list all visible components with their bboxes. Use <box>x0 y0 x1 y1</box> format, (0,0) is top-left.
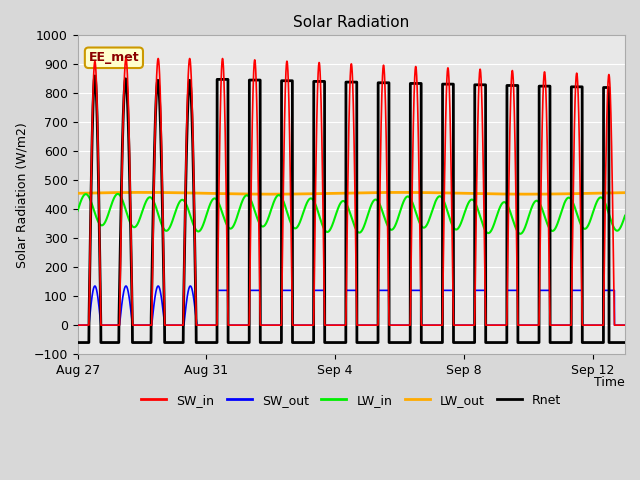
X-axis label: Time: Time <box>595 376 625 389</box>
Legend: SW_in, SW_out, LW_in, LW_out, Rnet: SW_in, SW_out, LW_in, LW_out, Rnet <box>136 389 566 412</box>
Text: EE_met: EE_met <box>88 51 140 64</box>
Title: Solar Radiation: Solar Radiation <box>293 15 410 30</box>
Y-axis label: Solar Radiation (W/m2): Solar Radiation (W/m2) <box>15 122 28 268</box>
